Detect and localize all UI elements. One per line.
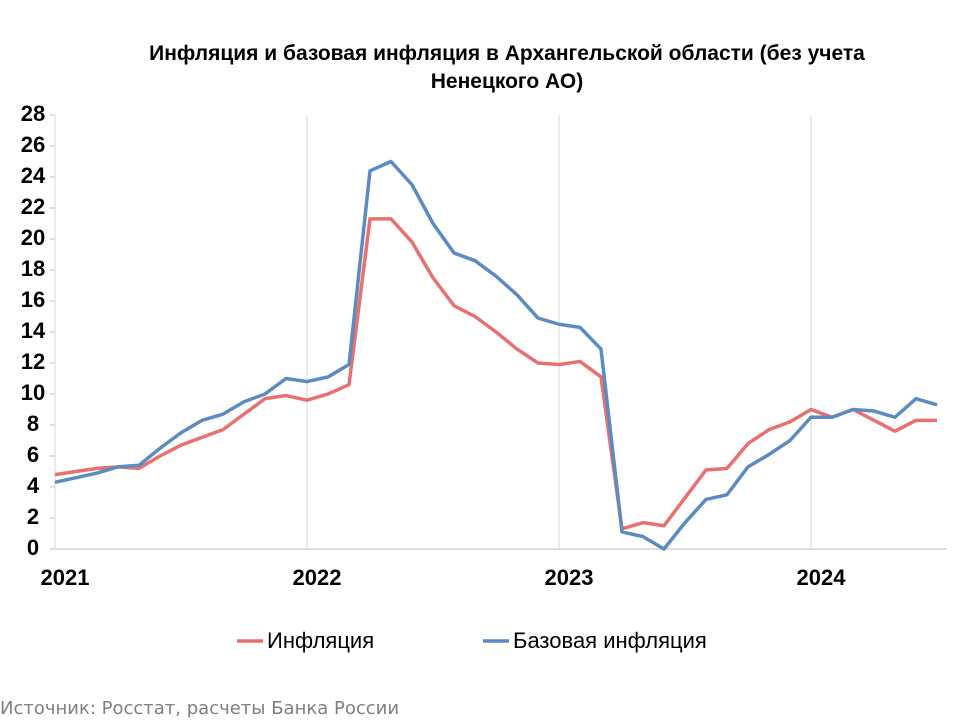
x-tick-label: 2024 bbox=[797, 565, 847, 590]
chart-title: Инфляция и базовая инфляция в Архангельс… bbox=[149, 42, 865, 93]
legend-label: Базовая инфляция bbox=[513, 628, 707, 653]
legend-label: Инфляция bbox=[267, 628, 374, 653]
y-tick-label: 6 bbox=[27, 442, 39, 467]
x-tick-label: 2023 bbox=[545, 565, 594, 590]
y-tick-label: 24 bbox=[21, 163, 46, 188]
y-tick-label: 4 bbox=[27, 473, 40, 498]
source-note: Источник: Росстат, расчеты Банка России bbox=[0, 698, 400, 719]
x-tick-label: 2022 bbox=[293, 565, 342, 590]
y-tick-label: 2 bbox=[27, 504, 39, 529]
x-tick-label: 2021 bbox=[41, 565, 90, 590]
y-tick-label: 22 bbox=[21, 194, 45, 219]
y-tick-label: 16 bbox=[21, 287, 45, 312]
y-tick-label: 18 bbox=[21, 256, 45, 281]
y-tick-label: 12 bbox=[21, 349, 45, 374]
y-tick-label: 10 bbox=[21, 380, 45, 405]
y-tick-label: 0 bbox=[27, 535, 39, 560]
y-tick-label: 14 bbox=[21, 318, 46, 343]
y-tick-label: 8 bbox=[27, 411, 39, 436]
y-tick-label: 26 bbox=[21, 132, 45, 157]
series-line bbox=[54, 217, 937, 531]
y-tick-label: 28 bbox=[21, 101, 45, 126]
series-line bbox=[54, 159, 938, 551]
y-tick-label: 20 bbox=[21, 225, 45, 250]
